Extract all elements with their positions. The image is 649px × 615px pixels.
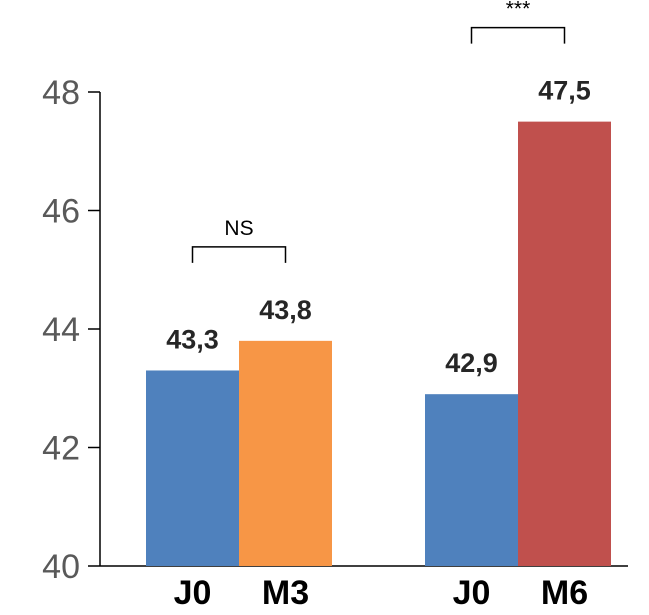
y-axis-ticks: 40 42 44 46 48 xyxy=(42,74,100,586)
significance-annotations: NS *** xyxy=(191,0,566,263)
category-label: J0 xyxy=(174,574,212,612)
bar-value-label: 43,3 xyxy=(166,324,219,354)
category-label: M3 xyxy=(262,574,309,612)
bar-value-label: 43,8 xyxy=(259,295,312,325)
bar-3 xyxy=(425,394,518,566)
significance-bracket xyxy=(470,26,566,44)
category-label: J0 xyxy=(453,574,491,612)
significance-bracket xyxy=(191,246,287,263)
bar-value-label: 47,5 xyxy=(538,76,591,106)
bar-4 xyxy=(518,121,611,566)
category-label: M6 xyxy=(541,574,588,612)
bar-value-label: 42,9 xyxy=(445,348,498,378)
value-labels-group: 43,3 43,8 42,9 47,5 xyxy=(166,76,591,379)
y-tick-label: 46 xyxy=(42,193,80,231)
category-labels-group: J0 M3 J0 M6 xyxy=(174,574,589,612)
bars-group xyxy=(146,121,611,566)
y-tick-label: 48 xyxy=(42,74,80,112)
bar-2 xyxy=(239,340,332,566)
y-tick-label: 40 xyxy=(42,548,80,586)
significance-label: *** xyxy=(506,0,531,21)
y-tick-label: 42 xyxy=(42,430,80,468)
bar-1 xyxy=(146,370,239,566)
significance-label: NS xyxy=(224,217,253,240)
y-tick-label: 44 xyxy=(42,311,80,349)
